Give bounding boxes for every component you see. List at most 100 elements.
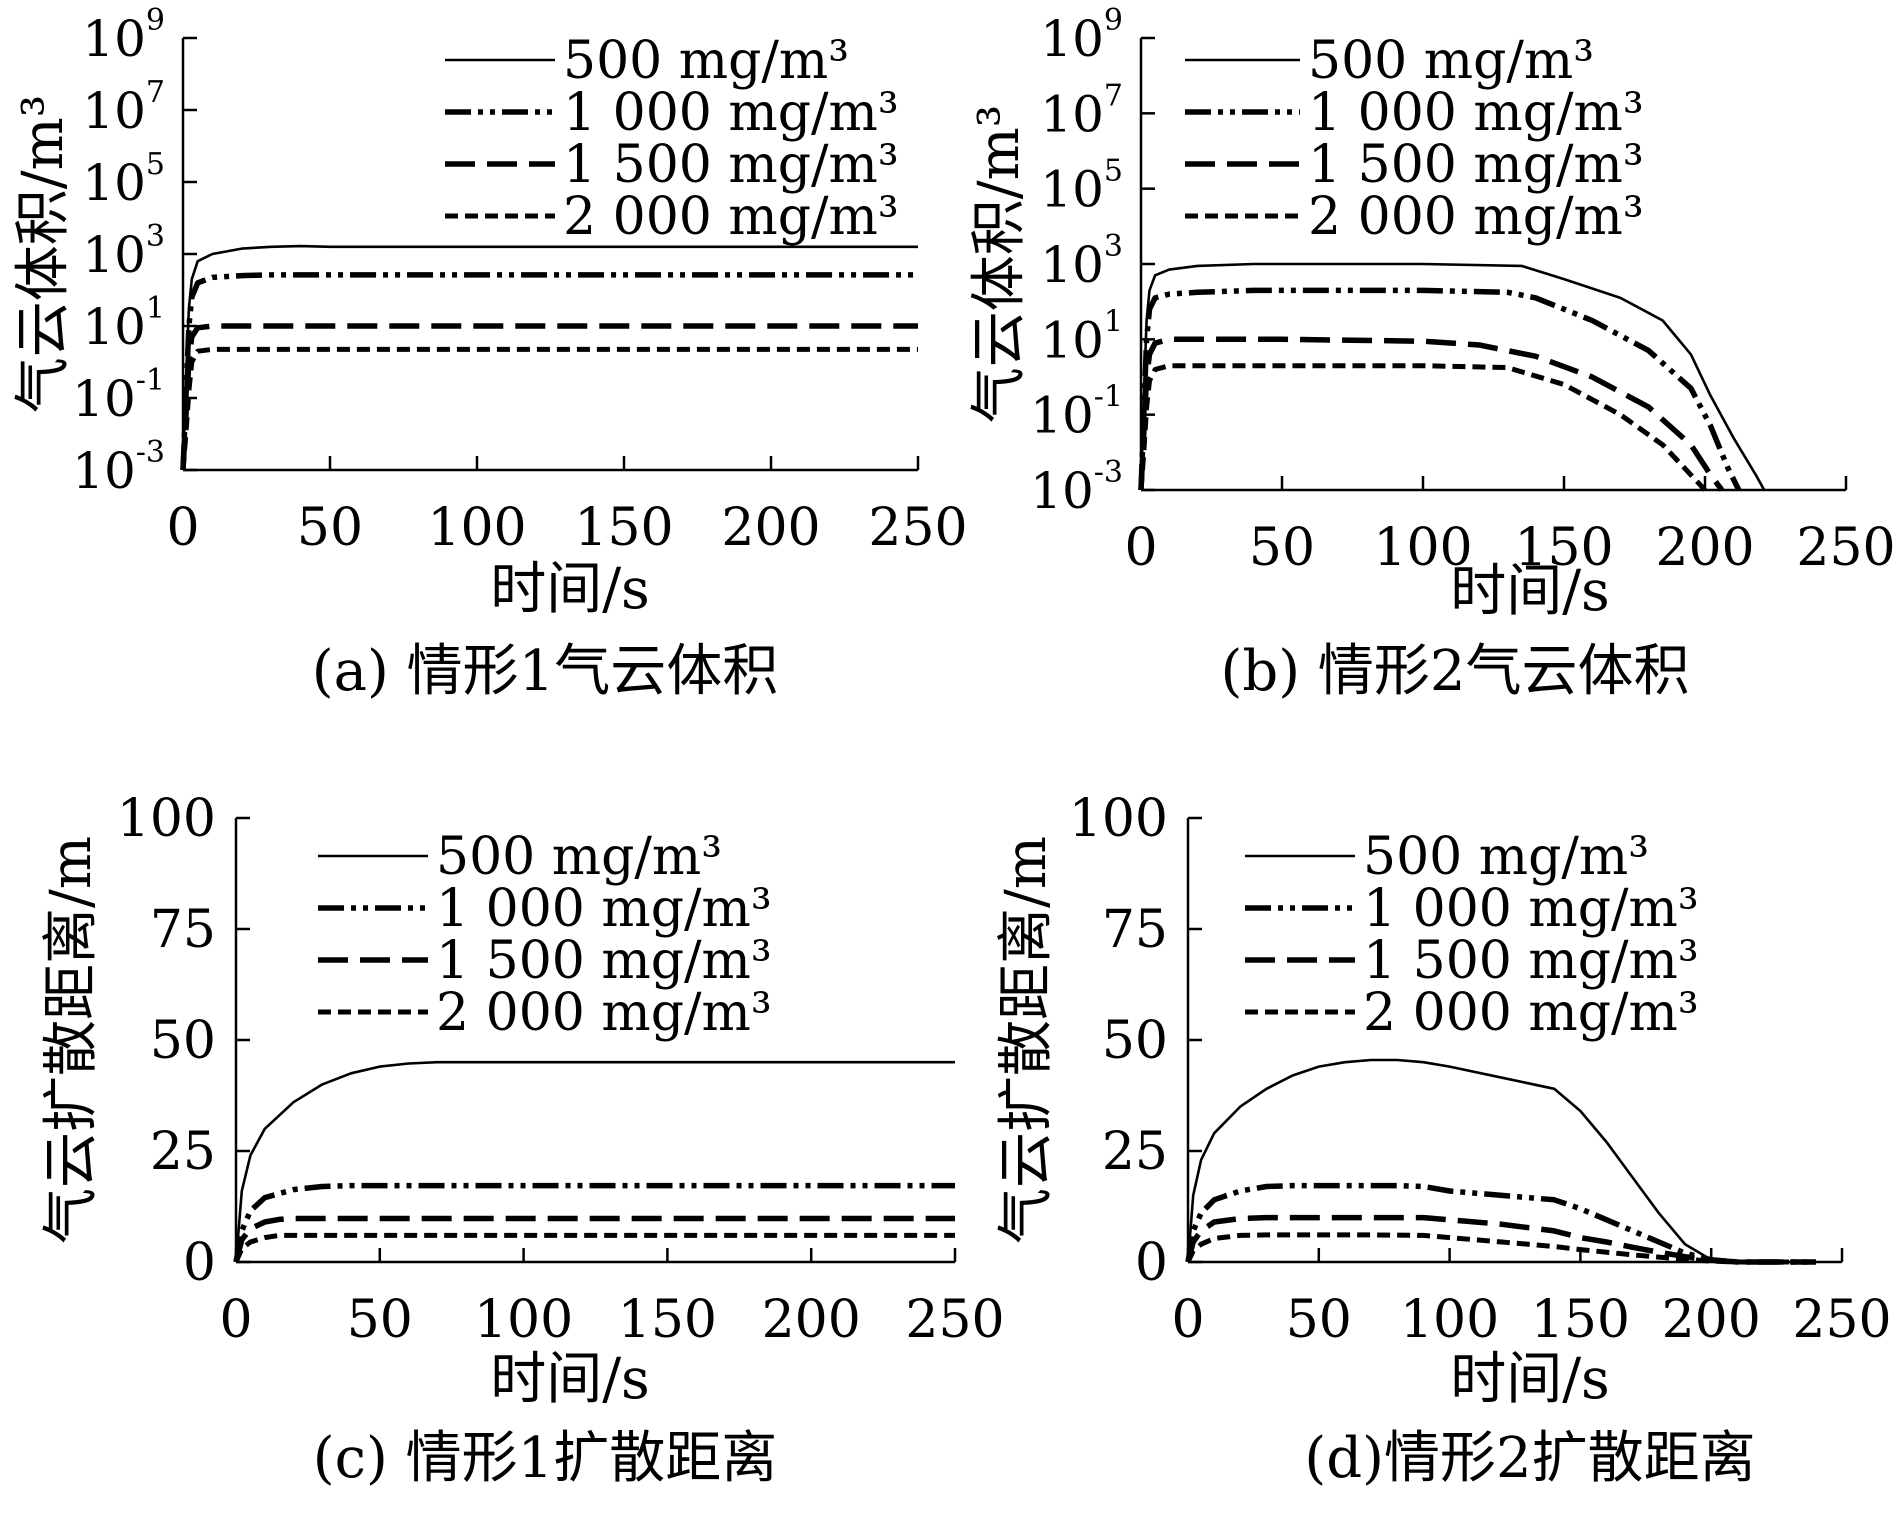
x-axis-label: 时间/s: [490, 557, 650, 622]
y-tick-base: 10: [1030, 387, 1094, 445]
x-tick-label: 100: [427, 498, 526, 558]
y-tick-label: 109: [1040, 3, 1123, 68]
y-tick-label: 10-3: [1030, 455, 1123, 520]
x-tick-label: 100: [474, 1290, 573, 1350]
y-tick-label: 25: [150, 1122, 216, 1182]
y-tick-label: 10-1: [1030, 380, 1123, 445]
y-tick-label: 100: [117, 789, 216, 849]
legend-label-3: 1 500 mg/m³: [1363, 931, 1699, 991]
legend-label-2: 1 000 mg/m³: [436, 879, 772, 939]
series-line-2: [233, 1182, 955, 1263]
panel-caption: (b) 情形2气云体积: [1221, 639, 1690, 704]
y-tick-base: 10: [82, 10, 146, 68]
series-line-4: [180, 346, 918, 471]
series-line-1: [1186, 1058, 1816, 1264]
y-tick-label: 109: [82, 3, 165, 68]
y-tick-base: 10: [82, 298, 146, 356]
legend-label-2: 1 000 mg/m³: [1363, 879, 1699, 939]
y-tick-label: 105: [1040, 154, 1123, 219]
legend-label-2: 1 000 mg/m³: [1308, 83, 1644, 143]
y-tick-label: 103: [1040, 229, 1123, 294]
x-axis-label: 时间/s: [1450, 559, 1610, 624]
legend-label-3: 1 500 mg/m³: [1308, 135, 1644, 195]
x-tick-label: 50: [297, 498, 363, 558]
x-tick-label: 50: [1249, 518, 1315, 578]
y-tick-base: 10: [82, 226, 146, 284]
legend-label-4: 2 000 mg/m³: [1363, 983, 1699, 1043]
y-tick-label: 101: [82, 291, 165, 356]
panel-caption: (c) 情形1扩散距离: [313, 1426, 778, 1491]
x-tick-label: 0: [166, 498, 199, 558]
x-tick-label: 250: [1796, 518, 1895, 578]
y-tick-label: 0: [1135, 1233, 1168, 1293]
x-tick-label: 250: [1792, 1290, 1891, 1350]
series-line-3: [180, 323, 918, 471]
x-tick-label: 0: [1124, 518, 1157, 578]
legend-label-3: 1 500 mg/m³: [563, 135, 899, 195]
series-line-2: [180, 272, 918, 471]
y-tick-exponent: 7: [1104, 78, 1123, 113]
panel-caption: (a) 情形1气云体积: [312, 639, 779, 704]
series-line-2: [1185, 1182, 1816, 1265]
y-tick-label: 107: [1040, 78, 1123, 143]
y-tick-base: 10: [82, 82, 146, 140]
y-tick-base: 10: [1030, 462, 1094, 520]
y-tick-base: 10: [1040, 10, 1104, 68]
series-line-1: [234, 1060, 955, 1263]
legend-label-4: 2 000 mg/m³: [563, 187, 899, 247]
y-tick-exponent: -1: [136, 363, 165, 398]
x-tick-label: 150: [1514, 518, 1613, 578]
y-tick-label: 75: [1102, 900, 1168, 960]
legend-label-2: 1 000 mg/m³: [563, 83, 899, 143]
y-tick-base: 10: [1040, 161, 1104, 219]
y-tick-base: 10: [72, 442, 136, 500]
legend-label-1: 500 mg/m³: [1308, 31, 1594, 91]
y-tick-label: 25: [1102, 1122, 1168, 1182]
legend-label-1: 500 mg/m³: [1363, 827, 1649, 887]
y-tick-base: 10: [1040, 311, 1104, 369]
y-tick-base: 10: [1040, 85, 1104, 143]
y-tick-label: 50: [150, 1011, 216, 1071]
series-line-3: [233, 1215, 955, 1263]
y-tick-label: 107: [82, 75, 165, 140]
legend-label-3: 1 500 mg/m³: [436, 931, 772, 991]
y-axis-label: 气云扩散距离/m: [994, 836, 1059, 1244]
x-tick-label: 150: [1531, 1290, 1630, 1350]
x-tick-label: 50: [347, 1290, 413, 1350]
x-tick-label: 100: [1373, 518, 1472, 578]
x-tick-label: 200: [721, 498, 820, 558]
panel-caption: (d)情形2扩散距离: [1304, 1426, 1755, 1491]
series-line-4: [1185, 1232, 1816, 1265]
series-line-4: [233, 1232, 955, 1263]
y-tick-exponent: 1: [1104, 304, 1123, 339]
y-tick-exponent: -1: [1094, 380, 1123, 415]
series-line-4: [1138, 363, 1707, 492]
x-tick-label: 250: [868, 498, 967, 558]
y-tick-label: 10-3: [72, 435, 165, 500]
x-tick-label: 100: [1400, 1290, 1499, 1350]
chart-panel-c: 0 50 100 150 200 2500255075100时间/s气云扩散距离/m(c)…: [39, 789, 1005, 1491]
y-tick-label: 10-1: [72, 363, 165, 428]
y-tick-label: 0: [183, 1233, 216, 1293]
series-line-3: [1185, 1214, 1816, 1265]
series-line-3: [1138, 336, 1725, 492]
series-line-1: [181, 244, 918, 471]
x-axis-label: 时间/s: [490, 1347, 650, 1412]
chart-panel-b: 0 50 100 150 200 25010-310-1101103105107109时间…: [967, 3, 1896, 704]
y-tick-exponent: 7: [146, 75, 165, 110]
y-tick-label: 75: [150, 900, 216, 960]
series-line-1: [1139, 262, 1766, 491]
y-tick-label: 101: [1040, 304, 1123, 369]
x-tick-label: 50: [1286, 1290, 1352, 1350]
y-tick-base: 10: [82, 154, 146, 212]
x-tick-label: 0: [219, 1290, 252, 1350]
chart-panel-a: 0 50 100 150 200 25010-310-1101103105107109时间…: [11, 3, 968, 704]
y-tick-exponent: 9: [1104, 3, 1123, 38]
y-axis-label: 气云扩散距离/m: [39, 836, 104, 1244]
legend-label-4: 2 000 mg/m³: [436, 983, 772, 1043]
legend-label-1: 500 mg/m³: [563, 31, 849, 91]
y-tick-exponent: 3: [1104, 229, 1123, 264]
y-tick-exponent: 1: [146, 291, 165, 326]
y-tick-exponent: 5: [146, 147, 165, 182]
